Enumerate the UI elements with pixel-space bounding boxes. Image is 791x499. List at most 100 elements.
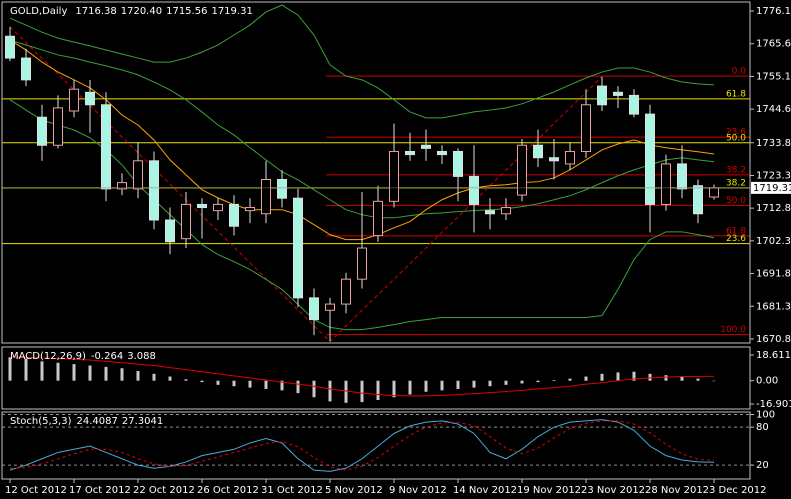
candle-body — [181, 203, 191, 240]
x-tick-label: 26 Oct 2012 — [197, 485, 259, 496]
candle-body — [709, 187, 719, 198]
candle-body — [245, 207, 255, 212]
candle-body — [661, 163, 671, 205]
macd-bar — [72, 364, 76, 381]
candle-body — [437, 150, 447, 156]
x-tick-label: 3 Dec 2012 — [709, 485, 767, 496]
y-tick-label: 1723.30 — [756, 170, 791, 181]
candle-body — [341, 278, 351, 305]
macd-bar — [664, 375, 668, 381]
indicator-line — [9, 420, 715, 471]
fib-label: 61.8 — [726, 226, 746, 236]
candle-body — [693, 185, 703, 215]
x-tick-label: 14 Nov 2012 — [453, 485, 517, 496]
plot-layer: 1776.10 1765.60 1755.10 1744.60 1733.80 1723.… — [2, 4, 791, 496]
indicator-line — [10, 356, 715, 397]
candle-body — [373, 200, 383, 237]
indicator-name: Stoch(5,3,3) — [10, 416, 72, 427]
panel-plot — [2, 414, 750, 472]
x-tick-label: 19 Nov 2012 — [517, 485, 581, 496]
fib-label: 38.2 — [726, 165, 746, 175]
macd-bar — [24, 358, 28, 381]
candle-body — [565, 150, 575, 165]
x-tick-label: 31 Oct 2012 — [261, 485, 323, 496]
macd-bar — [248, 380, 252, 388]
candle-body — [277, 179, 287, 199]
y-tick-label: 1733.80 — [756, 138, 791, 149]
y-tick-label: 1744.60 — [756, 104, 791, 115]
candle-body — [197, 203, 207, 209]
macd-bar — [632, 371, 636, 381]
x-tick-label: 17 Oct 2012 — [69, 485, 131, 496]
candle-body — [325, 303, 335, 311]
macd-bar — [600, 373, 604, 381]
indicator-line — [9, 99, 715, 331]
y-tick-label: 80 — [756, 422, 769, 433]
candle-body — [581, 104, 591, 152]
macd-bar — [712, 380, 716, 382]
macd-bar — [456, 380, 460, 389]
candle-body — [69, 88, 79, 112]
price-tag — [751, 181, 791, 194]
macd-bar — [504, 380, 508, 385]
macd-bar — [232, 380, 236, 387]
panel-border — [1, 411, 751, 480]
candle-body — [101, 104, 111, 190]
macd-value: -0.264 — [91, 351, 123, 362]
indicator-name: MACD(12,26,9) — [10, 351, 86, 362]
panel-border — [1, 346, 751, 410]
fib-label: 61.8 — [726, 89, 746, 99]
macd-bar — [264, 380, 268, 389]
macd-bar — [440, 380, 444, 391]
candle-body — [453, 150, 463, 177]
y-tick-label: 1681.30 — [756, 301, 791, 312]
candle-body — [485, 210, 495, 215]
candle-body — [165, 219, 175, 243]
x-tick-label: 28 Nov 2012 — [645, 485, 709, 496]
candle-body — [597, 85, 607, 106]
macd-header: MACD(12,26,9) -0.264 3.088 — [10, 351, 156, 362]
x-tick-label: 9 Nov 2012 — [389, 485, 447, 496]
macd-bar — [120, 368, 124, 381]
macd-bar — [680, 376, 684, 381]
macd-bar — [424, 380, 428, 392]
candle-body — [501, 207, 511, 215]
fib-label: 50.0 — [726, 196, 746, 206]
x-tick-label: 23 Nov 2012 — [581, 485, 645, 496]
candle-body — [677, 163, 687, 190]
candle-body — [213, 203, 223, 212]
candle-body — [53, 107, 63, 146]
stoch-header: Stoch(5,3,3) 24.4087 27.3041 — [10, 416, 163, 427]
candle-body — [357, 247, 367, 280]
signal-value: 27.3041 — [122, 416, 163, 427]
macd-bar — [648, 373, 652, 381]
panel-plot — [2, 4, 750, 343]
candle-body — [37, 116, 47, 146]
candle-body — [517, 144, 527, 196]
close-value: 1719.31 — [211, 6, 252, 17]
y-tick-label: -16.901 — [756, 399, 791, 410]
y-tick-label: 1670.80 — [756, 334, 791, 345]
macd-bar — [552, 380, 556, 381]
y-tick-label: 1702.30 — [756, 236, 791, 247]
indicator-line — [9, 4, 715, 119]
macd-bar — [344, 380, 348, 403]
macd-bar — [360, 380, 364, 403]
macd-bar — [328, 380, 332, 402]
high-value: 1720.40 — [121, 6, 162, 17]
macd-bar — [8, 357, 12, 381]
candle-body — [421, 144, 431, 149]
macd-bar — [296, 380, 300, 394]
macd-bar — [376, 380, 380, 401]
candle-body — [645, 113, 655, 205]
candle-body — [229, 203, 239, 227]
candle-body — [629, 94, 639, 115]
fib-label: 23.6 — [726, 234, 746, 244]
y-tick-label: 1776.10 — [756, 6, 791, 17]
low-value: 1715.56 — [166, 6, 207, 17]
y-tick-label: 1765.60 — [756, 39, 791, 50]
macd-bar — [520, 380, 524, 384]
macd-bar — [136, 371, 140, 381]
candle-body — [469, 175, 479, 205]
